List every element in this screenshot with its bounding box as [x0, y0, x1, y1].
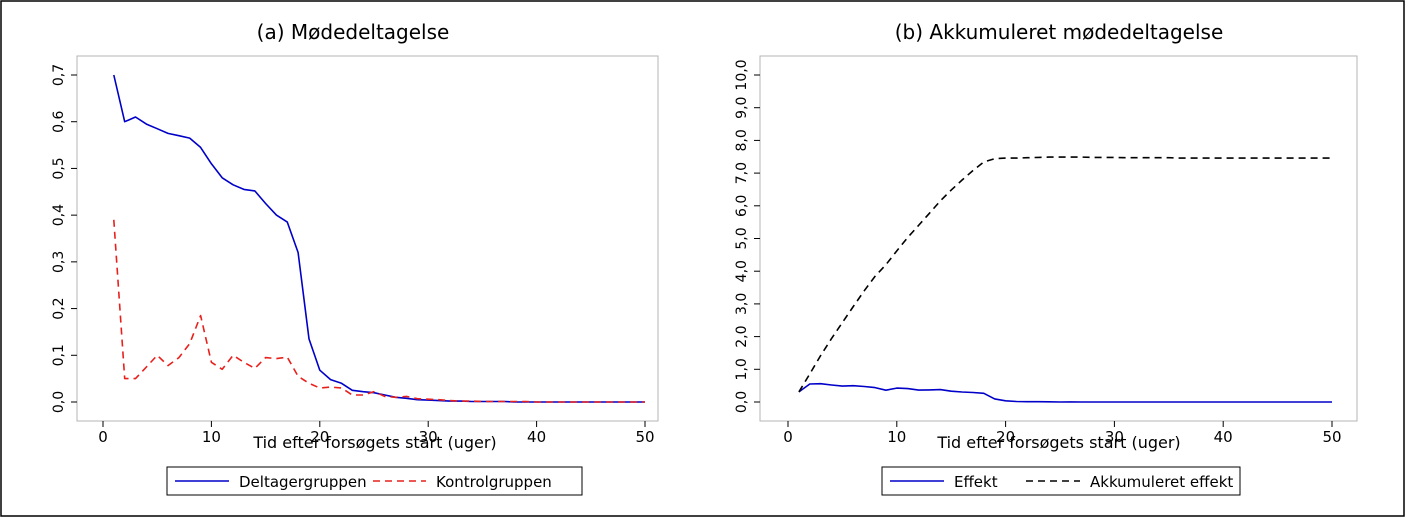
panel-b-y-tick-label: 4,0 [734, 260, 750, 282]
panel-b-y-tick-label: 9,0 [734, 97, 750, 119]
panel-a-series [113, 74, 645, 403]
panel-a-series-kontrolgruppen-line [113, 219, 645, 403]
panel-b-series-effekt-line [798, 382, 1332, 403]
panel-a-x-tick-label: 10 [202, 428, 221, 446]
panel-a-x-axis-label: Tid efter forsøgets start (uger) [252, 433, 496, 452]
panel-b-title: (b) Akkumuleret mødedeltagelse [895, 20, 1224, 44]
panel-b-y-tick-label: 2,0 [734, 325, 750, 347]
panel-a-y-tick-label: 0,2 [51, 297, 67, 319]
panel-b-y-tick-label: 10,0 [734, 59, 750, 90]
panel-a-y-tick-label: 0,3 [51, 251, 67, 273]
panel-b-y-tick-label: 5,0 [734, 227, 750, 249]
panel-b-x-tick-label: 0 [783, 428, 793, 446]
panel-a-y-tick-label: 0,0 [51, 391, 67, 413]
panel-b-y-tick-label: 1,0 [734, 358, 750, 380]
panel-a-y-tick-label: 0,1 [51, 344, 67, 366]
panel-a: (a) Mødedeltagelse 0 10 20 30 40 500,00,10,20… [51, 20, 659, 496]
panel-b-y-tick-label: 7,0 [734, 162, 750, 184]
panel-b-series [798, 156, 1332, 403]
panel-b-x-axis-label: Tid efter forsøgets start (uger) [936, 433, 1180, 452]
panel-a-y-tick-label: 0,5 [51, 157, 67, 179]
panel-a-x-tick-label: 0 [98, 428, 108, 446]
panel-b-x-tick-label: 30 [1105, 428, 1124, 446]
panel-b-x-tick-label: 20 [996, 428, 1015, 446]
panel-b-axes: 0 10 20 30 40 50 0,0 1,0 2,0 3,0 4,0 5,0 6,0 7,0 8,0 9,… [734, 59, 1342, 446]
panel-b-y-tick-label: 0,0 [734, 391, 750, 413]
panel-a-title: (a) Mødedeltagelse [257, 20, 450, 44]
panel-a-x-tick-label: 30 [419, 428, 438, 446]
panel-b-series-akkumuleret-effekt-line [798, 156, 1332, 393]
panel-b-plot-frame [759, 55, 1358, 422]
panel-a-legend: Deltagergruppen Kontrolgruppen [166, 466, 583, 496]
panel-b: (b) Akkumuleret mødedeltagelse 0 10 20 30 40… [734, 20, 1358, 496]
legend-label-akkumuleret-effekt: Akkumuleret effekt [1090, 473, 1233, 491]
panel-b-x-tick-label: 40 [1214, 428, 1233, 446]
legend-label-effekt: Effekt [954, 473, 998, 491]
panel-a-x-tick-label: 50 [635, 428, 654, 446]
panel-b-y-tick-label: 8,0 [734, 129, 750, 151]
panel-a-x-tick-label: 40 [527, 428, 546, 446]
panel-a-plot-frame [76, 55, 659, 422]
legend-label-kontrolgruppen: Kontrolgruppen [436, 473, 552, 491]
panel-a-y-tick-label: 0,4 [51, 204, 67, 226]
panel-b-x-tick-label: 50 [1322, 428, 1341, 446]
panel-b-legend: Effekt Akkumuleret effekt [881, 466, 1241, 496]
panel-a-y-tick-label: 0,6 [51, 110, 67, 132]
panel-a-y-tick-label: 0,7 [51, 64, 67, 86]
panel-b-y-tick-label: 6,0 [734, 195, 750, 217]
panel-b-x-tick-label: 10 [887, 428, 906, 446]
panel-b-y-tick-label: 3,0 [734, 293, 750, 315]
panel-a-axes: 0 10 20 30 40 50 0,0 0,1 0,2 0,3 0,4 0,5 0,6 0,7 [51, 64, 655, 446]
panel-a-x-tick-label: 20 [310, 428, 329, 446]
legend-label-deltagergruppen: Deltagergruppen [239, 473, 367, 491]
